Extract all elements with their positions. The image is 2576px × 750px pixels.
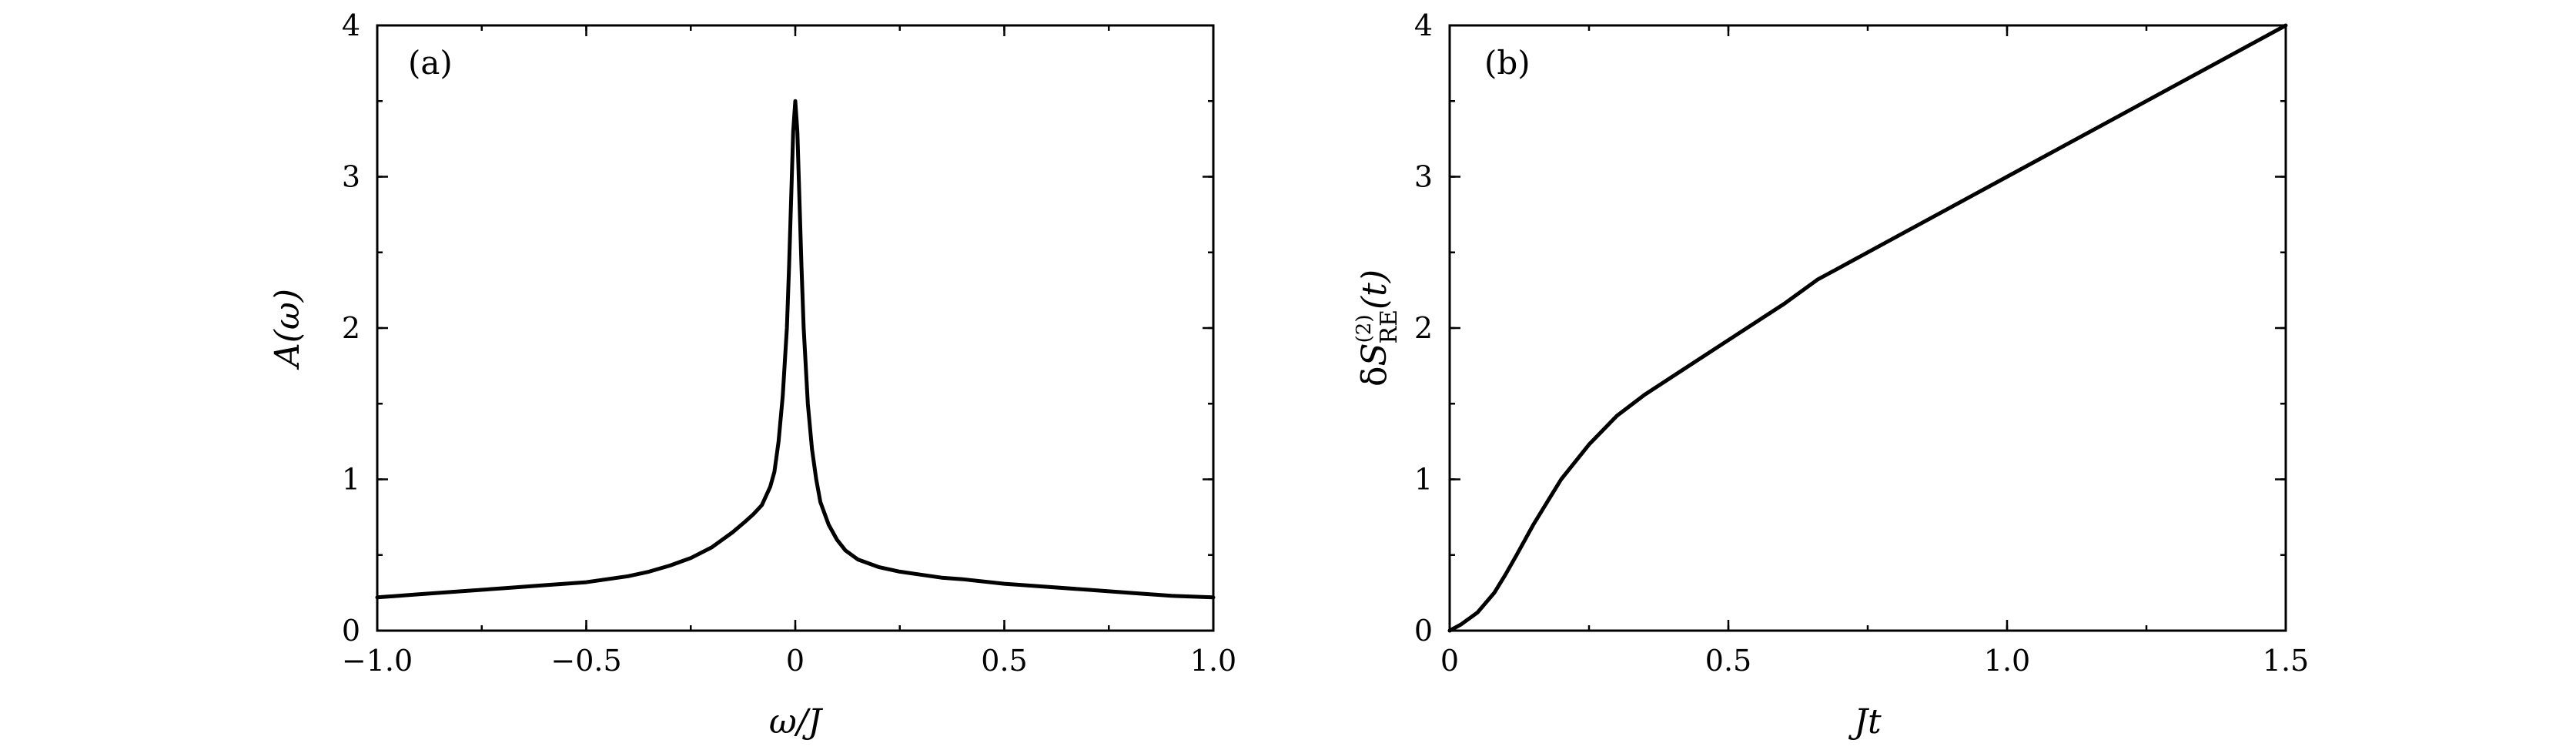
- panel-b-label: (b): [1484, 44, 1531, 82]
- panel-a: −1.0 −0.5 0 0.5 1.0 0 1 2 3 4 (a) ω/J A(ω): [268, 8, 1236, 742]
- panel-b-xtick-label: 1.0: [1984, 644, 2030, 678]
- panel-b-ytick-label: 2: [1414, 311, 1433, 345]
- panel-a-label: (a): [408, 44, 453, 82]
- panel-b-series-line: [1447, 23, 2288, 633]
- panel-a-xlabel: ω/J: [769, 702, 824, 742]
- panel-b-xlabel: Jt: [1848, 702, 1882, 742]
- panel-b-xtick-label: 0: [1440, 644, 1459, 678]
- panel-b-ytick-label: 4: [1414, 8, 1433, 42]
- panel-b-ytick-label: 1: [1414, 463, 1433, 497]
- panel-a-xtick-label: 1.0: [1190, 644, 1236, 678]
- panel-a-xtick-label: −1.0: [342, 644, 413, 678]
- panel-a-xtick-label: −0.5: [550, 644, 621, 678]
- panel-b: 0 0.5 1.0 1.5 0 1 2 3 4 (b) Jt δS(2)RE(t): [1353, 8, 2309, 742]
- panel-b-ylabel: δS(2)RE(t): [1353, 270, 1403, 387]
- panel-b-ytick-label: 3: [1414, 160, 1433, 194]
- panel-a-xtick-label: 0.5: [981, 644, 1027, 678]
- panel-a-ytick-label: 3: [342, 160, 360, 194]
- panel-a-xtick-label: 0: [786, 644, 805, 678]
- panel-b-xtick-label: 0.5: [1705, 644, 1751, 678]
- panel-b-ticks: 0 0.5 1.0 1.5 0 1 2 3 4: [1414, 8, 2309, 678]
- panel-a-ytick-label: 1: [342, 463, 360, 497]
- panel-a-ylabel: A(ω): [268, 289, 307, 370]
- panel-b-xtick-label: 1.5: [2263, 644, 2309, 678]
- panel-b-ytick-label: 0: [1414, 614, 1433, 648]
- panel-a-ticks: −1.0 −0.5 0 0.5 1.0 0 1 2 3 4: [342, 8, 1236, 678]
- panel-a-ytick-label: 2: [342, 311, 360, 345]
- panel-a-series-line: [375, 99, 1216, 600]
- panel-a-ytick-label: 4: [342, 8, 360, 42]
- panel-a-ytick-label: 0: [342, 614, 360, 648]
- panel-b-frame: [1448, 24, 2287, 632]
